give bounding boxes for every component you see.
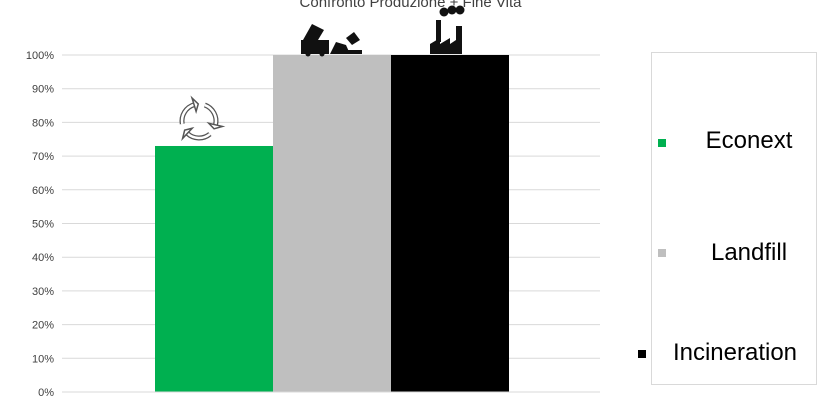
bar-icons	[179, 5, 465, 142]
legend-item-incineration: Incineration	[638, 339, 818, 383]
legend-label: Incineration	[672, 339, 798, 366]
y-tick-label: 90%	[32, 84, 54, 96]
y-tick-label: 20%	[32, 320, 54, 332]
y-tick-label: 10%	[32, 353, 54, 365]
legend-swatch-landfill	[658, 249, 666, 257]
legend-item-landfill: Landfill	[652, 233, 818, 273]
y-tick-label: 30%	[32, 286, 54, 298]
legend-swatch-incineration	[638, 350, 646, 358]
y-tick-label: 80%	[32, 117, 54, 129]
legend-label: Econext	[705, 127, 793, 154]
bar-landfill	[273, 55, 391, 392]
legend-item-econext: Econext	[652, 123, 818, 163]
bar-econext	[155, 145, 273, 392]
y-tick-label: 0%	[38, 387, 54, 398]
y-tick-label: 60%	[32, 185, 54, 197]
legend-label: Landfill	[710, 239, 788, 266]
y-tick-label: 70%	[32, 151, 54, 163]
bars	[155, 55, 509, 392]
recycle-icon	[179, 95, 226, 142]
y-axis-tick-labels: 0% 10% 20% 30% 40% 50% 60% 70% 80% 90% 100%	[26, 50, 54, 398]
y-tick-label: 40%	[32, 252, 54, 264]
bar-chart: 0% 10% 20% 30% 40% 50% 60% 70% 80% 90% 100%	[26, 5, 600, 398]
y-tick-label: 100%	[26, 50, 54, 62]
legend-swatch-econext	[658, 139, 666, 147]
landfill-truck-icon	[301, 24, 362, 57]
chart-title: Confronto Produzione + Fine Vita	[299, 0, 522, 11]
factory-icon	[430, 5, 465, 54]
y-tick-label: 50%	[32, 219, 54, 231]
legend: Econext Landfill Incineration	[638, 52, 818, 385]
bar-incineration	[391, 55, 509, 392]
